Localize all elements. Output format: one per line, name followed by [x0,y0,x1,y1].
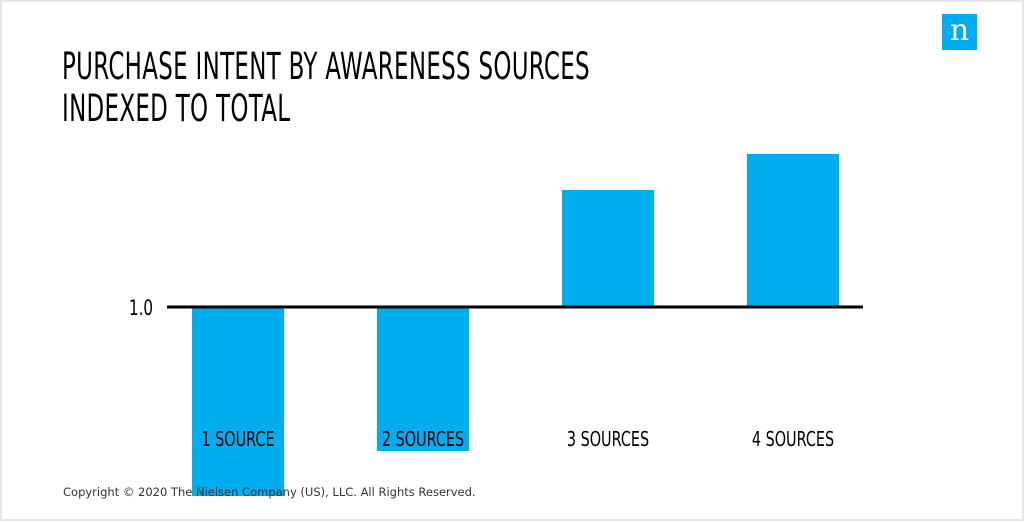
bar-2 [377,307,469,451]
x-tick-label: 3 SOURCES [567,429,649,452]
x-tick-label: 4 SOURCES [752,429,834,452]
bar-4 [747,154,839,307]
x-tick-label: 2 SOURCES [382,429,464,452]
bar-3 [562,190,654,307]
chart-title-line-1: PURCHASE INTENT BY AWARENESS SOURCES [62,45,590,88]
nielsen-n-icon: n [942,13,977,50]
chart-title-line-2: INDEXED TO TOTAL [62,87,291,130]
x-tick-label: 1 SOURCE [201,429,274,452]
baseline-label: 1.0 [129,297,153,321]
bar-1 [192,307,284,496]
copyright-notice: Copyright © 2020 The Nielsen Company (US… [63,485,476,499]
chart-title: PURCHASE INTENT BY AWARENESS SOURCES IND… [62,46,590,130]
logo-letter: n [949,13,970,48]
